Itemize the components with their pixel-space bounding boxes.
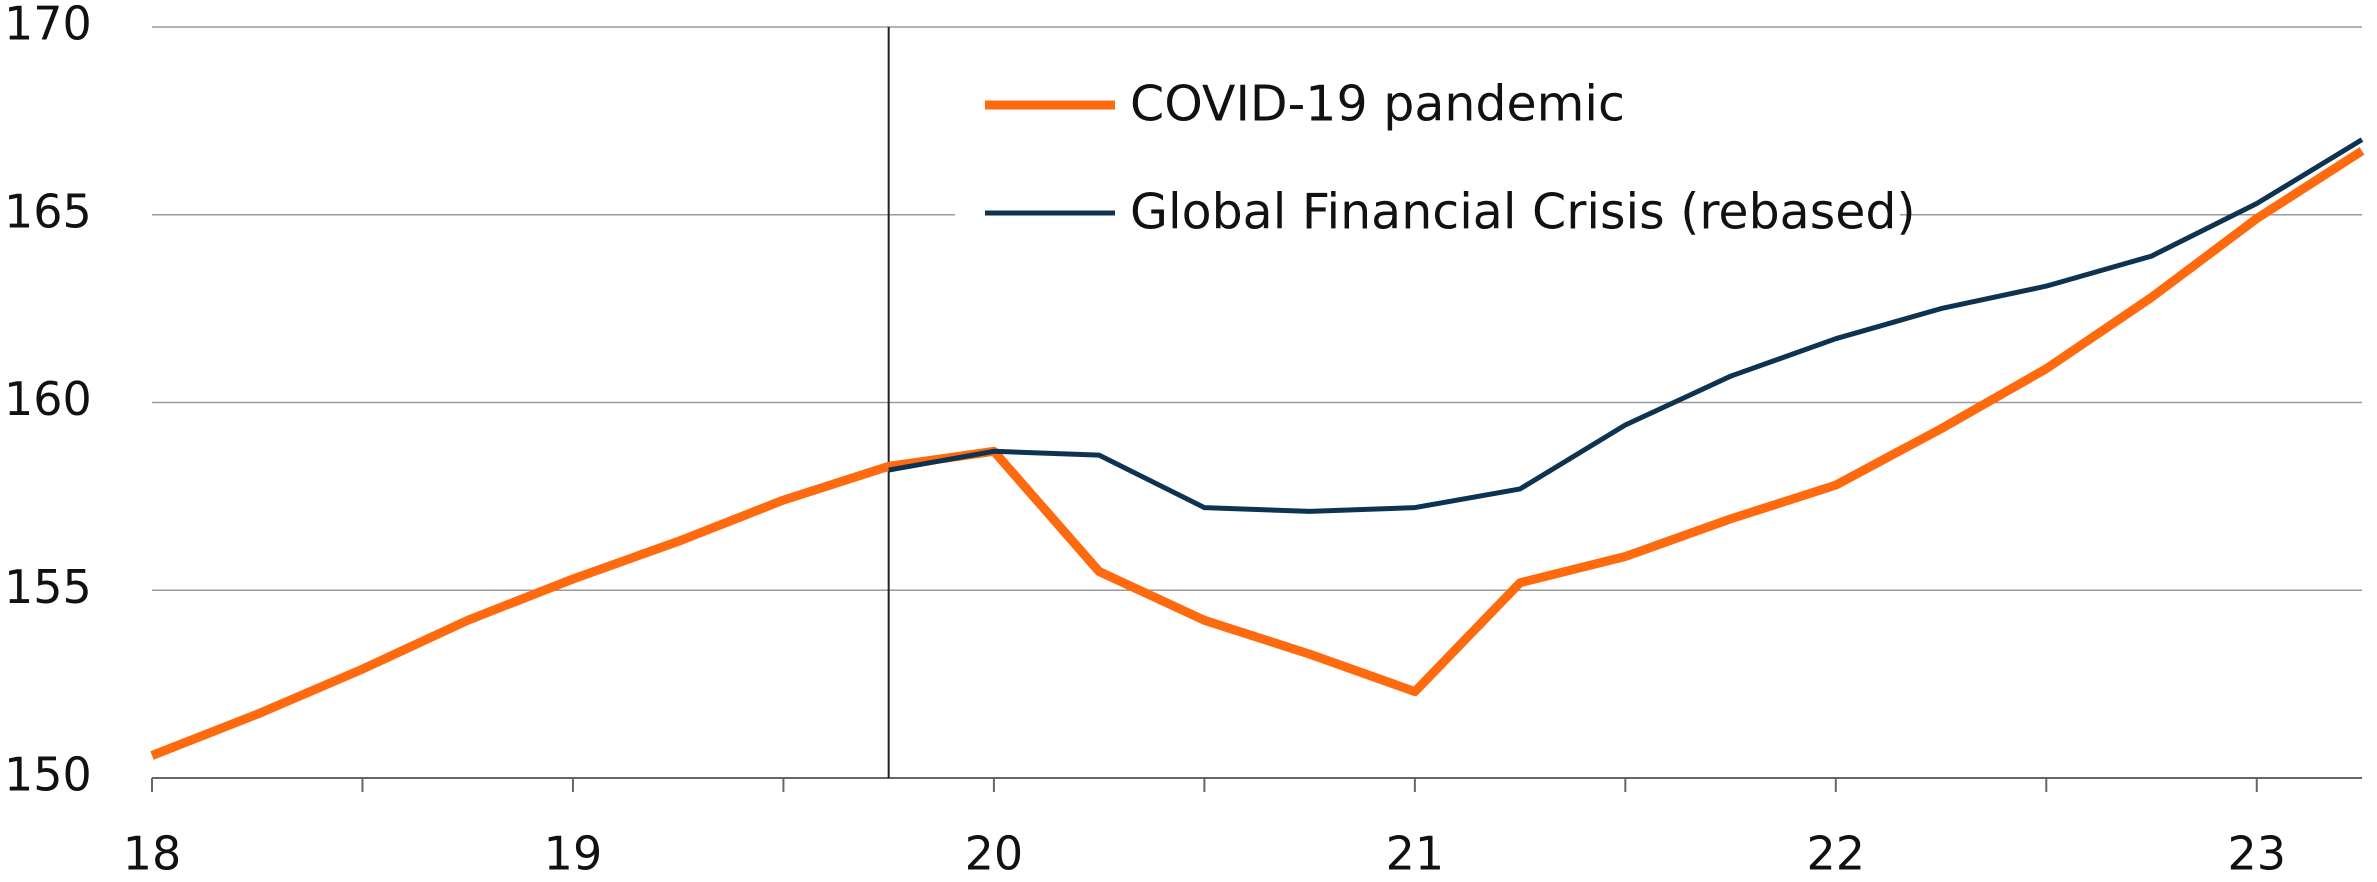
y-tick-label: 165	[4, 184, 92, 238]
legend-label: COVID-19 pandemic	[1130, 76, 1625, 133]
legend-label: Global Financial Crisis (rebased)	[1130, 184, 1916, 241]
y-tick-label: 170	[4, 0, 92, 51]
x-tick-label: 23	[2227, 827, 2286, 881]
x-tick-label: 21	[1386, 827, 1445, 881]
y-tick-label: 160	[4, 372, 92, 426]
y-tick-label: 150	[4, 748, 92, 802]
x-tick-label: 18	[123, 827, 182, 881]
x-tick-label: 20	[965, 827, 1024, 881]
legend: COVID-19 pandemic Global Financial Crisis…	[955, 45, 1916, 245]
line-series	[888, 137, 2364, 514]
line-series	[150, 147, 2365, 760]
plot	[150, 137, 2365, 760]
grid: 150 155 160 165 170 18 19 20 21 22 23	[4, 0, 2362, 881]
x-tick-label: 22	[1807, 827, 1866, 881]
y-tick-label: 155	[4, 560, 92, 614]
x-tick-label: 19	[544, 827, 603, 881]
